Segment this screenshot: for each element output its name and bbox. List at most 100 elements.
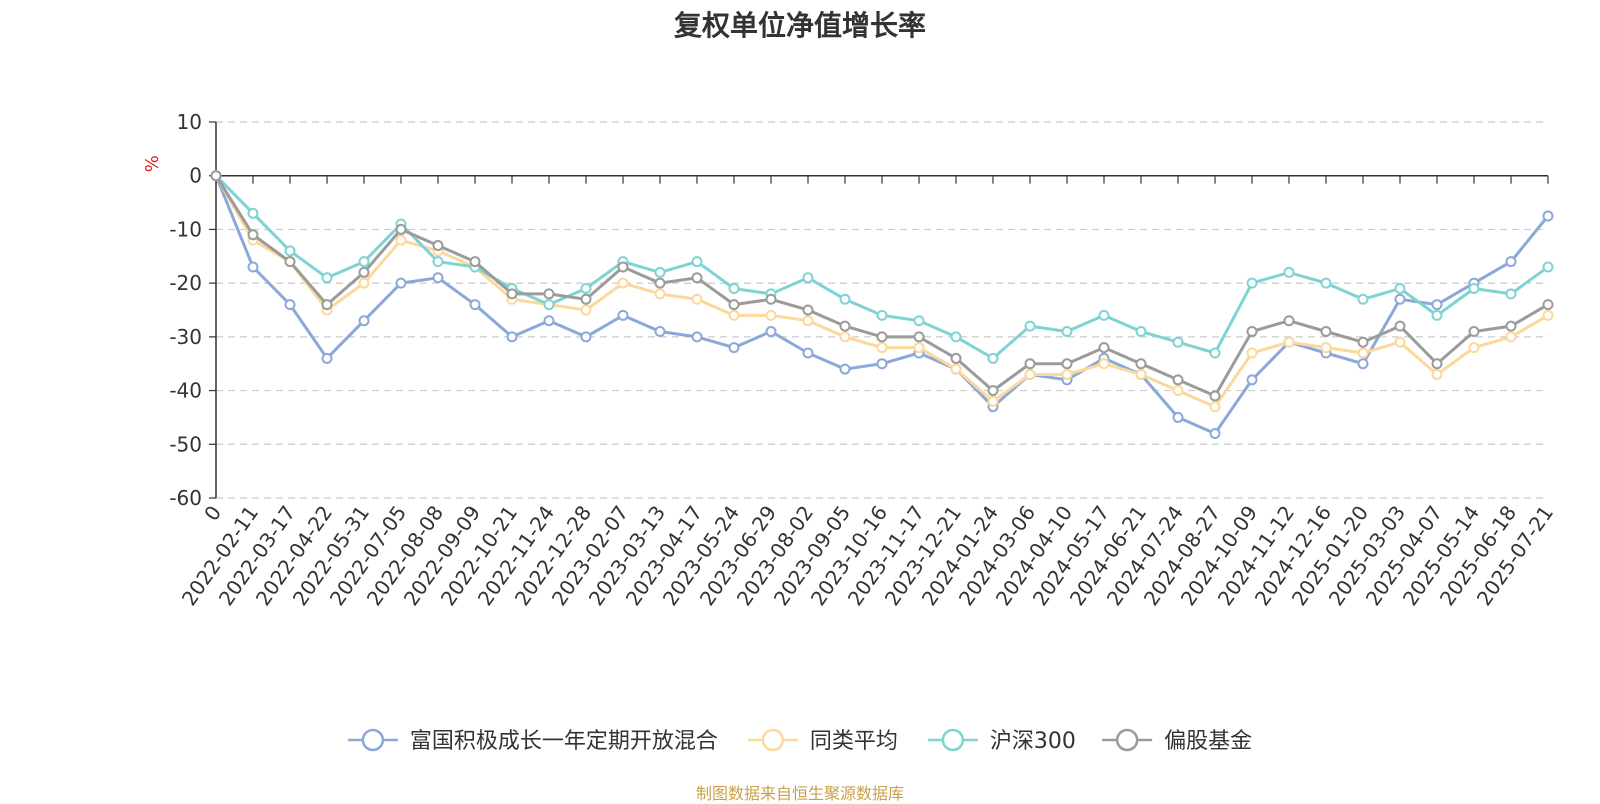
data-point	[876, 309, 888, 321]
data-point	[1468, 342, 1480, 354]
data-point	[1394, 336, 1406, 348]
data-point	[1246, 374, 1258, 386]
chart-title: 复权单位净值增长率	[673, 9, 926, 42]
data-point	[1320, 342, 1332, 354]
data-point	[247, 207, 259, 219]
data-point	[617, 277, 629, 289]
legend[interactable]: 富国积极成长一年定期开放混合 同类平均 沪深300 偏股基金	[347, 728, 1252, 754]
series-line	[214, 175, 1550, 435]
data-point	[1542, 299, 1554, 311]
series-4	[210, 170, 1554, 402]
data-point	[617, 261, 629, 273]
data-point	[839, 363, 851, 375]
legend-marker	[941, 728, 965, 752]
data-point	[469, 299, 481, 311]
data-point	[1246, 277, 1258, 289]
data-point	[691, 272, 703, 284]
data-point	[950, 363, 962, 375]
data-point	[1098, 342, 1110, 354]
data-point	[1320, 325, 1332, 337]
data-point	[1394, 293, 1406, 305]
data-point	[654, 266, 666, 278]
data-point	[247, 261, 259, 273]
data-point	[247, 229, 259, 241]
data-point	[913, 315, 925, 327]
data-point	[876, 358, 888, 370]
data-point	[1098, 309, 1110, 321]
data-point	[1468, 325, 1480, 337]
data-point	[1209, 347, 1221, 359]
data-point	[1283, 315, 1295, 327]
data-point	[839, 320, 851, 332]
data-point	[728, 299, 740, 311]
data-point	[1357, 336, 1369, 348]
data-point	[1505, 256, 1517, 268]
data-point	[802, 347, 814, 359]
legend-item-2[interactable]: 同类平均	[747, 728, 898, 754]
legend-item-3[interactable]: 沪深300	[927, 728, 1076, 754]
y-tick-label: 10	[177, 110, 202, 134]
data-point	[1135, 325, 1147, 337]
data-point	[395, 277, 407, 289]
y-tick-label: -50	[169, 432, 202, 456]
y-axis-unit: %	[142, 155, 163, 172]
data-point	[1542, 261, 1554, 273]
data-point	[321, 352, 333, 364]
data-point	[950, 331, 962, 343]
data-point	[1172, 374, 1184, 386]
data-point	[654, 288, 666, 300]
data-point	[1283, 266, 1295, 278]
series-1	[210, 170, 1554, 440]
data-point	[1320, 277, 1332, 289]
data-point	[358, 277, 370, 289]
y-tick-label: -40	[169, 379, 202, 403]
legend-marker	[1115, 728, 1139, 752]
data-point	[1431, 309, 1443, 321]
data-point	[580, 293, 592, 305]
data-point	[432, 256, 444, 268]
data-point	[358, 315, 370, 327]
data-point	[1394, 283, 1406, 295]
data-point	[358, 266, 370, 278]
data-point	[1172, 336, 1184, 348]
data-point	[728, 283, 740, 295]
data-point	[765, 309, 777, 321]
data-point	[1283, 336, 1295, 348]
data-point	[1246, 347, 1258, 359]
y-tick-label: -10	[169, 217, 202, 241]
data-point	[1061, 325, 1073, 337]
data-point	[617, 309, 629, 321]
data-point	[1135, 358, 1147, 370]
data-point	[950, 352, 962, 364]
data-point	[1172, 385, 1184, 397]
data-point	[765, 325, 777, 337]
data-point	[1394, 320, 1406, 332]
data-point	[1542, 309, 1554, 321]
series-2	[210, 170, 1554, 413]
source-note: 制图数据来自恒生聚源数据库	[695, 784, 904, 803]
data-point	[876, 342, 888, 354]
data-point	[987, 385, 999, 397]
data-point	[691, 256, 703, 268]
data-point	[987, 352, 999, 364]
legend-label: 沪深300	[990, 729, 1076, 754]
data-point	[210, 170, 222, 182]
legend-label: 同类平均	[810, 729, 898, 754]
data-point	[321, 299, 333, 311]
data-point	[876, 331, 888, 343]
data-point	[1061, 368, 1073, 380]
y-tick-label: -60	[169, 486, 202, 510]
data-point	[506, 288, 518, 300]
data-point	[913, 331, 925, 343]
data-point	[802, 304, 814, 316]
legend-item-1[interactable]: 富国积极成长一年定期开放混合	[347, 728, 718, 754]
x-tick-label: 0	[199, 501, 226, 525]
data-point	[395, 223, 407, 235]
legend-item-4[interactable]: 偏股基金	[1102, 728, 1252, 754]
data-point	[1542, 210, 1554, 222]
data-point	[765, 293, 777, 305]
data-point	[654, 277, 666, 289]
data-point	[580, 331, 592, 343]
data-point	[543, 299, 555, 311]
data-point	[1024, 320, 1036, 332]
